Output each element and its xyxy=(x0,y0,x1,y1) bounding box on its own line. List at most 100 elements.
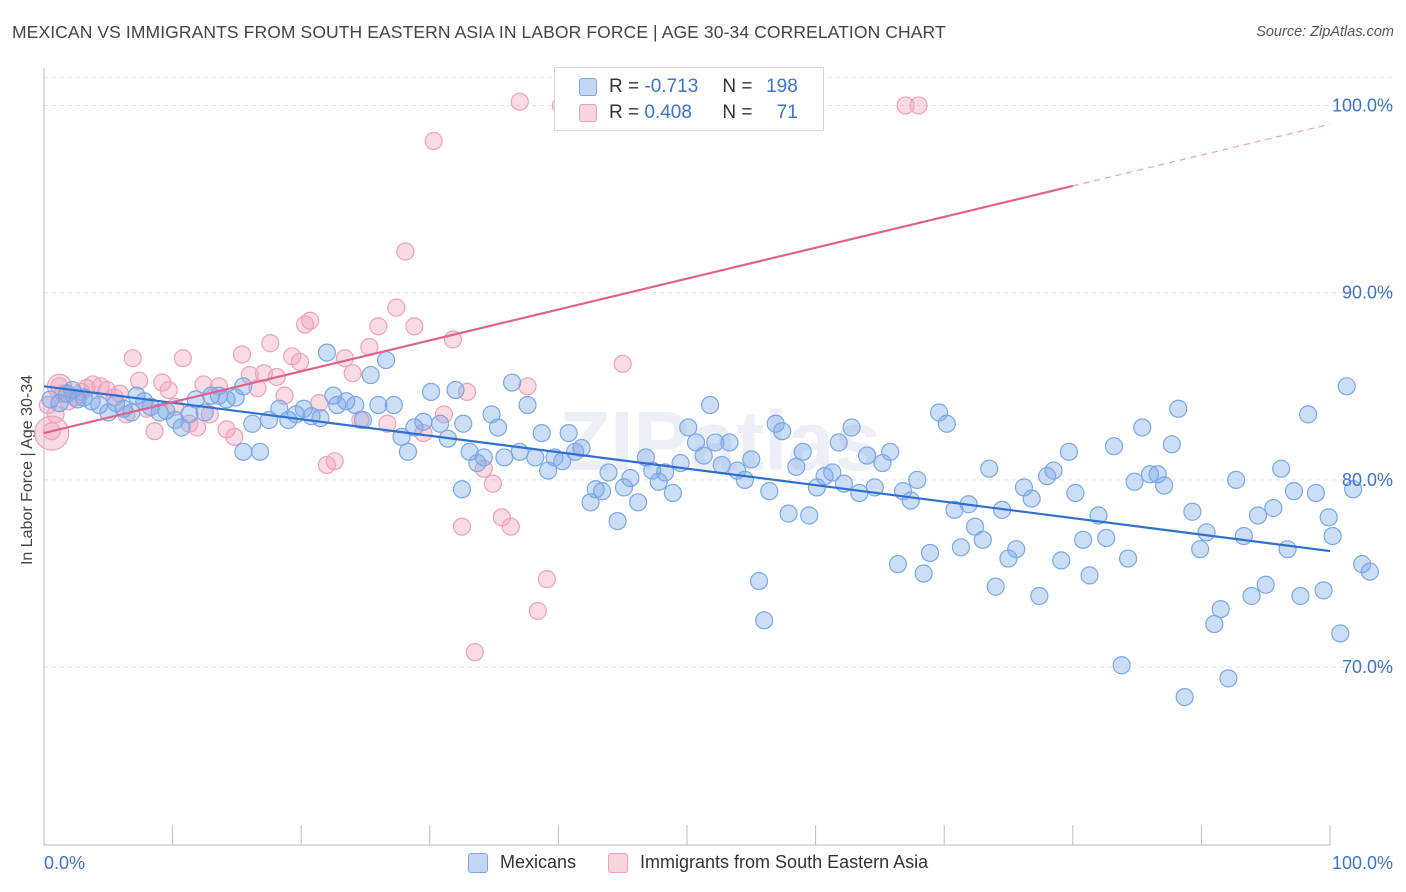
y-tick-labels: 70.0% 80.0% 90.0% 100.0% xyxy=(1332,95,1393,677)
immigrants-point xyxy=(424,131,443,151)
immigrants-point xyxy=(159,380,178,400)
mexicans-point xyxy=(1219,669,1238,688)
immigrants-point xyxy=(434,405,454,424)
mexicans-point xyxy=(1089,506,1108,525)
mexicans-point xyxy=(1284,482,1304,501)
mexicans-point xyxy=(980,459,999,478)
mexicans-point xyxy=(881,442,900,461)
immigrants-point xyxy=(290,352,310,372)
immigrants-point xyxy=(465,643,484,662)
mexicans-point xyxy=(1066,483,1085,503)
mexicans-point xyxy=(842,418,861,437)
mexicans-point xyxy=(1197,523,1216,542)
mexicans-point xyxy=(779,504,798,523)
r-value: 0.408 xyxy=(644,102,692,123)
immigrants-point xyxy=(909,96,928,115)
stats-row-mexicans: R = -0.713 N = 198 xyxy=(579,75,798,99)
mexicans-point xyxy=(629,493,648,512)
mexicans-point xyxy=(1118,549,1138,568)
mexicans-point xyxy=(1133,418,1152,437)
n-value: 71 xyxy=(776,102,798,123)
mexicans-point xyxy=(1353,555,1372,574)
mexicans-point xyxy=(1242,586,1261,606)
mexicans-point xyxy=(328,395,347,415)
mexicans-point xyxy=(150,403,169,422)
y-tick-label: 100.0% xyxy=(1332,95,1393,115)
mexicans-point xyxy=(999,549,1018,568)
mexicans-point xyxy=(41,390,60,409)
mexicans-point xyxy=(850,483,869,503)
chart-title: MEXICAN VS IMMIGRANTS FROM SOUTH EASTERN… xyxy=(12,22,946,42)
mexicans-point xyxy=(787,457,806,476)
immigrants-point xyxy=(217,420,236,439)
mexicans-point xyxy=(337,392,356,411)
n-label: N = xyxy=(722,76,753,97)
immigrants-point xyxy=(518,377,537,396)
legend-label-immigrants: Immigrants from South Eastern Asia xyxy=(640,852,929,872)
mexicans-point xyxy=(663,483,682,503)
mexicans-point xyxy=(452,480,472,499)
mexicans-point xyxy=(474,448,493,467)
mexicans-trend-line xyxy=(43,385,1331,553)
mexicans-point xyxy=(1272,459,1291,478)
mexicans-point xyxy=(317,343,337,362)
mexicans-point xyxy=(586,480,605,499)
x-tick-label: 0.0% xyxy=(44,853,85,873)
series-legend: Mexicans Immigrants from South Eastern A… xyxy=(468,852,928,873)
mexicans-point xyxy=(482,405,501,424)
mexicans-point xyxy=(1022,489,1041,508)
mexicans-point xyxy=(384,395,403,415)
mexicans-point xyxy=(1299,405,1318,424)
immigrants-legend-swatch xyxy=(608,852,629,873)
trend-lines xyxy=(43,123,1331,553)
mexicans-point xyxy=(1155,476,1174,495)
mexicans-point xyxy=(1331,624,1350,643)
mexicans-point xyxy=(1314,581,1333,600)
mexicans-point xyxy=(526,448,545,467)
r-value: -0.713 xyxy=(644,76,699,97)
mexicans-point xyxy=(1162,435,1181,454)
mexicans-point xyxy=(361,365,380,385)
mexicans-point xyxy=(1248,506,1268,525)
stats-row-immigrants: R = 0.408 N = 71 xyxy=(579,101,798,125)
mexicans-point xyxy=(735,470,754,490)
mexicans-point xyxy=(694,446,713,465)
mexicans-point xyxy=(973,530,992,549)
mexicans-point xyxy=(353,410,373,430)
mexicans-point xyxy=(951,538,971,557)
mexicans-point xyxy=(857,446,877,465)
mexicans-point xyxy=(1306,483,1325,503)
mexicans-point xyxy=(1323,526,1342,546)
mexicans-point xyxy=(294,399,313,418)
mexicans-point xyxy=(1044,461,1063,480)
y-tick-label: 80.0% xyxy=(1342,470,1393,490)
immigrants-point xyxy=(387,298,406,317)
immigrants-point xyxy=(130,371,149,390)
mexicans-point xyxy=(1319,508,1338,527)
mexicans-point xyxy=(937,414,956,433)
mexicans-point xyxy=(712,455,731,475)
immigrants-point xyxy=(173,349,192,368)
mexicans-point xyxy=(908,470,927,490)
mexicans-point xyxy=(720,433,739,452)
mexicans-point xyxy=(518,395,537,415)
mexicans-point xyxy=(901,491,920,510)
mexicans-point xyxy=(1337,377,1356,396)
mexicans-point xyxy=(346,395,365,415)
mexicans-point xyxy=(488,418,508,437)
mexicans-point xyxy=(656,463,675,482)
mexicans-legend-swatch xyxy=(468,852,488,873)
mexicans-point xyxy=(250,442,270,461)
mexicans-point xyxy=(1344,480,1363,499)
mexicans-point xyxy=(234,442,253,461)
immigrants-point xyxy=(405,317,424,336)
series-mexicans-points xyxy=(41,343,1379,707)
n-label: N = xyxy=(722,102,753,123)
mexicans-point xyxy=(454,414,473,433)
immigrants-point xyxy=(457,382,477,402)
mexicans-point xyxy=(608,511,627,531)
mexicans-point xyxy=(1205,614,1224,634)
mexicans-point xyxy=(1052,551,1071,570)
mexicans-point xyxy=(621,468,640,488)
